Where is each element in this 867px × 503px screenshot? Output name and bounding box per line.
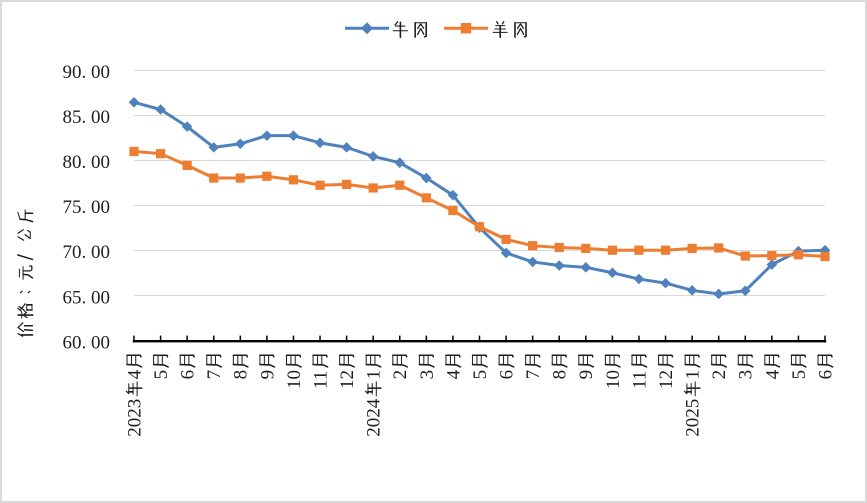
svg-text:4: 4 bbox=[124, 369, 145, 379]
svg-text:6: 6 bbox=[178, 370, 199, 380]
svg-text:7: 7 bbox=[204, 370, 225, 380]
svg-text:6: 6 bbox=[815, 370, 836, 380]
svg-text:60. 00: 60. 00 bbox=[63, 332, 111, 353]
svg-text:4: 4 bbox=[762, 369, 783, 379]
svg-text:2024: 2024 bbox=[364, 398, 385, 437]
svg-text:90. 00: 90. 00 bbox=[63, 62, 111, 83]
svg-text:12: 12 bbox=[656, 370, 677, 389]
svg-text:2: 2 bbox=[709, 370, 730, 380]
svg-text:2025: 2025 bbox=[683, 399, 704, 437]
svg-text:85. 00: 85. 00 bbox=[63, 107, 111, 128]
svg-text:1: 1 bbox=[683, 370, 704, 380]
svg-text:7: 7 bbox=[523, 370, 544, 380]
svg-text:75. 00: 75. 00 bbox=[63, 197, 111, 218]
svg-text:2023: 2023 bbox=[124, 399, 145, 437]
svg-text:4: 4 bbox=[443, 369, 464, 379]
svg-text:11: 11 bbox=[629, 371, 650, 389]
svg-text:9: 9 bbox=[257, 370, 278, 380]
svg-text:5: 5 bbox=[151, 370, 172, 380]
svg-text:3: 3 bbox=[736, 370, 757, 380]
svg-text:1: 1 bbox=[364, 370, 385, 380]
svg-text:9: 9 bbox=[576, 370, 597, 380]
svg-text:8: 8 bbox=[550, 370, 571, 380]
svg-text:10: 10 bbox=[603, 370, 624, 389]
svg-text:5: 5 bbox=[789, 370, 810, 380]
svg-text:6: 6 bbox=[496, 370, 517, 380]
svg-text:2: 2 bbox=[390, 370, 411, 380]
svg-text:5: 5 bbox=[470, 370, 491, 380]
svg-text:12: 12 bbox=[337, 370, 358, 389]
svg-text:65. 00: 65. 00 bbox=[63, 287, 111, 308]
svg-text:80. 00: 80. 00 bbox=[63, 152, 111, 173]
svg-text:3: 3 bbox=[417, 370, 438, 380]
svg-text:11: 11 bbox=[310, 371, 331, 389]
svg-text:10: 10 bbox=[284, 370, 305, 389]
svg-text:70. 00: 70. 00 bbox=[63, 242, 111, 263]
svg-text:8: 8 bbox=[231, 370, 252, 380]
